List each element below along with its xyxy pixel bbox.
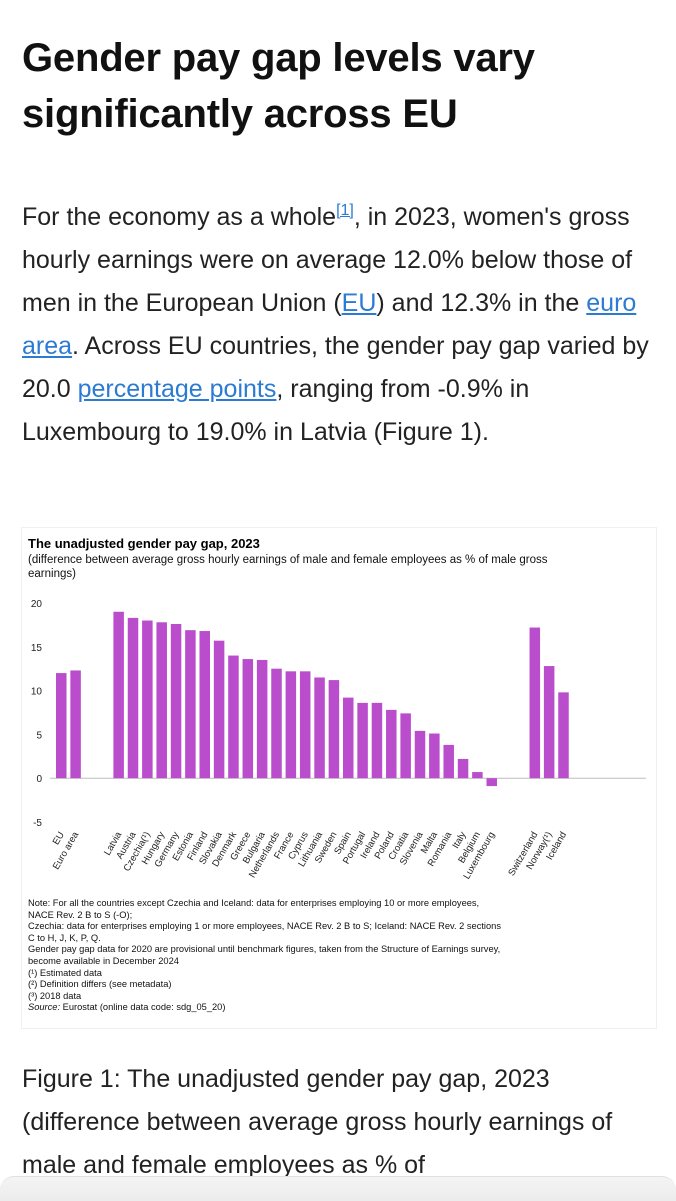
bar-eu <box>56 673 67 779</box>
y-tick-label: 0 <box>36 774 42 785</box>
page-title: Gender pay gap levels vary significantly… <box>22 36 535 136</box>
bar-czechia <box>142 620 153 779</box>
bar-germany <box>170 624 182 779</box>
bar-luxembourg <box>486 778 497 787</box>
bar-latvia <box>113 611 124 779</box>
bar-bulgaria <box>256 659 268 779</box>
intro-text-3: ) and 12.3% in the <box>376 289 587 317</box>
bar-slovakia <box>213 640 225 779</box>
bar-italy <box>457 758 469 779</box>
source-text: Eurostat (online data code: sdg_05_20) <box>60 1002 226 1013</box>
source-label: Source: <box>28 1002 61 1013</box>
bar-ireland <box>371 702 383 779</box>
intro-paragraph: For the economy as a whole[1], in 2023, … <box>22 196 662 454</box>
eu-link[interactable]: EU <box>341 289 377 317</box>
note-line: Note: For all the countries except Czech… <box>28 898 480 908</box>
euro-area-link[interactable]: euro area <box>22 289 637 360</box>
footnote-2: (²) Definition differs (see metadata) <box>28 979 172 990</box>
footnote-link[interactable]: [1] <box>336 202 354 219</box>
y-tick-label: 10 <box>31 687 43 698</box>
intro-text-5: , ranging from -0.9% in Luxembourg to 19… <box>22 375 530 446</box>
bar-denmark <box>228 655 239 779</box>
percentage-points-link[interactable]: percentage points <box>77 375 277 403</box>
bar-lithuania <box>314 677 325 779</box>
bar-france <box>285 671 297 779</box>
bar-finland <box>199 631 210 779</box>
bar-portugal <box>357 702 368 779</box>
bar-sweden <box>328 680 340 779</box>
bottom-sheet-edge <box>0 1176 676 1201</box>
bar-cyprus <box>299 671 311 779</box>
intro-text-4: . Across EU countries, the gender pay ga… <box>22 332 649 403</box>
bar-austria <box>127 617 139 779</box>
bar-slovenia <box>414 730 426 779</box>
figure-caption: Figure 1: The unadjusted gender pay gap,… <box>22 1065 613 1179</box>
footnote-1: (¹) Estimated data <box>28 967 102 978</box>
y-tick-label: 20 <box>31 599 43 610</box>
bar-netherlands <box>271 668 282 779</box>
intro-text-1: For the economy as a whole <box>22 203 337 231</box>
bar-hungary <box>156 622 167 779</box>
y-tick-label: 15 <box>31 643 43 654</box>
bar-romania <box>443 744 454 779</box>
y-tick-label: -5 <box>33 818 42 829</box>
bar-iceland <box>558 692 569 779</box>
footnote-3: (³) 2018 data <box>28 990 82 1001</box>
note-line: Gender pay gap data for 2020 are provisi… <box>28 944 501 955</box>
intro-text-2: , in 2023, women's gross hourly earnings… <box>22 203 633 317</box>
bar-spain <box>343 697 354 779</box>
bar-euro-area <box>70 670 81 779</box>
bar-greece <box>242 659 254 779</box>
bar-poland <box>386 709 397 779</box>
note-line: C to H, J, K, P, Q. <box>28 932 101 943</box>
chart-notes: Note: For all the countries except Czech… <box>28 898 648 1014</box>
y-tick-label: 5 <box>36 730 42 741</box>
bar-croatia <box>400 713 411 779</box>
bar-belgium <box>472 772 483 779</box>
chart-subtitle: (difference between average gross hourly… <box>28 554 548 580</box>
chart-title: The unadjusted gender pay gap, 2023 <box>28 536 260 551</box>
note-line: become available in December 2024 <box>28 955 179 966</box>
bar-switzerland <box>529 627 541 779</box>
figure-card: The unadjusted gender pay gap, 2023 (dif… <box>22 528 656 1028</box>
note-line: NACE Rev. 2 B to S (-O); <box>28 909 133 920</box>
source-line: Source: Eurostat (online data code: sdg_… <box>28 1002 648 1014</box>
bar-norway <box>543 666 555 779</box>
note-line: Czechia: data for enterprises employing … <box>28 921 501 932</box>
bar-malta <box>429 733 440 779</box>
bar-estonia <box>185 630 196 779</box>
